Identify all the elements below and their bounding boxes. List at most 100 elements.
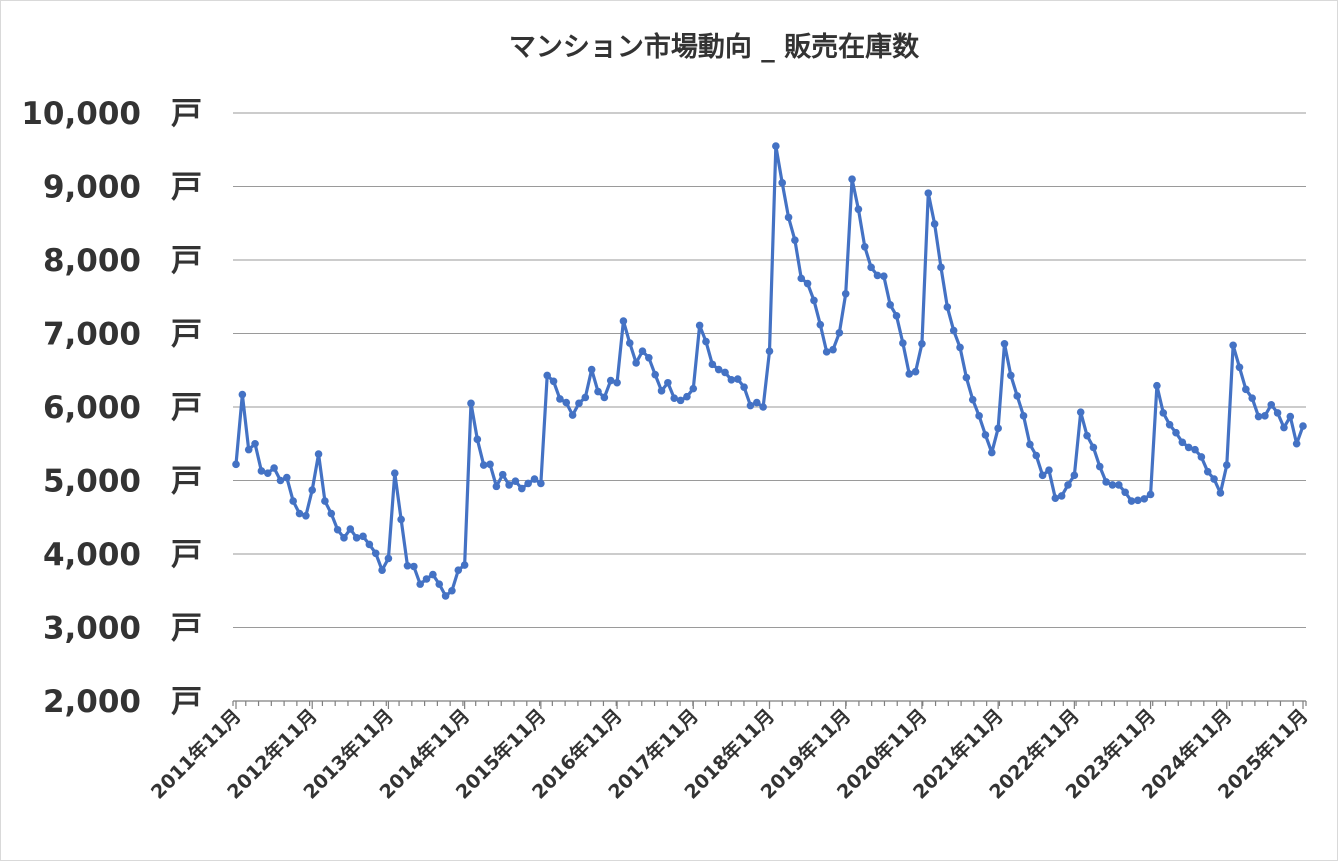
data-point <box>238 390 247 399</box>
data-point <box>1051 494 1060 502</box>
data-point <box>924 189 933 197</box>
data-point <box>302 511 310 520</box>
data-point <box>327 509 336 518</box>
data-point <box>410 562 418 571</box>
data-point <box>1273 409 1282 417</box>
data-point <box>632 359 640 367</box>
data-point <box>746 401 755 410</box>
data-point <box>1165 420 1174 429</box>
data-point <box>1127 497 1136 505</box>
data-point <box>1229 341 1237 350</box>
y-tick-unit: 戸 <box>171 611 202 647</box>
data-point <box>683 392 691 401</box>
data-point <box>994 424 1002 433</box>
data-point <box>390 469 399 477</box>
data-point <box>549 377 558 386</box>
data-point <box>657 387 666 395</box>
data-point <box>911 367 920 376</box>
data-point <box>365 540 374 549</box>
data-point <box>416 580 424 588</box>
y-tick-label: 9,000 <box>43 170 141 206</box>
data-point <box>816 320 825 329</box>
data-point <box>714 365 723 374</box>
data-point <box>1178 438 1187 447</box>
data-point <box>1222 461 1231 469</box>
data-point <box>772 142 780 150</box>
data-point <box>448 586 456 595</box>
data-point <box>854 205 863 214</box>
data-point <box>1057 492 1066 500</box>
data-point <box>1191 445 1199 454</box>
data-point <box>1261 412 1269 420</box>
data-point <box>1038 471 1047 480</box>
data-point <box>1000 339 1009 348</box>
data-point <box>1070 471 1079 480</box>
data-point <box>289 497 297 505</box>
y-tick-label: 2,000 <box>43 684 141 720</box>
data-point <box>1083 431 1091 440</box>
data-point <box>1159 409 1168 417</box>
data-point <box>1172 428 1180 437</box>
data-point <box>759 403 767 411</box>
data-point <box>645 353 653 362</box>
data-point <box>251 439 259 448</box>
data-point <box>1248 394 1256 402</box>
data-point <box>1210 475 1218 483</box>
data-point <box>378 566 386 574</box>
data-point <box>479 461 488 469</box>
data-point <box>987 448 996 457</box>
data-point <box>594 387 602 396</box>
data-point <box>664 378 672 387</box>
data-point <box>308 486 317 494</box>
data-point <box>1299 422 1307 430</box>
data-point <box>949 326 958 335</box>
data-point <box>1089 443 1098 452</box>
data-point <box>784 213 793 222</box>
data-point <box>943 303 952 311</box>
y-tick-unit: 戸 <box>171 170 202 206</box>
data-point <box>600 393 609 402</box>
data-point <box>606 376 615 385</box>
data-point <box>1153 381 1161 390</box>
data-point <box>568 411 577 419</box>
y-tick-label: 4,000 <box>43 537 141 573</box>
y-tick-label: 7,000 <box>43 317 141 353</box>
data-point <box>562 398 571 407</box>
data-point <box>1064 481 1072 489</box>
data-point <box>276 476 285 485</box>
data-point <box>429 570 437 579</box>
data-point <box>543 371 552 380</box>
data-point <box>1280 423 1288 432</box>
data-point <box>962 373 971 382</box>
data-point <box>968 395 977 404</box>
data-point <box>1026 440 1034 449</box>
data-point <box>1108 481 1117 489</box>
data-point <box>467 399 475 408</box>
data-point <box>956 343 964 352</box>
data-point <box>359 532 367 541</box>
data-point <box>702 337 710 346</box>
data-point <box>257 467 266 475</box>
chart-title: マンション市場動向 _ 販売在庫数 <box>509 31 920 63</box>
data-point <box>733 375 742 383</box>
data-point <box>670 394 679 402</box>
data-point <box>1286 412 1295 421</box>
data-point <box>835 328 844 337</box>
data-point <box>1235 363 1244 372</box>
data-point <box>867 263 875 272</box>
data-point <box>340 534 348 542</box>
data-point <box>886 301 894 309</box>
data-point <box>1019 412 1028 420</box>
data-point <box>721 368 729 377</box>
data-point <box>511 477 520 486</box>
data-point <box>860 242 869 251</box>
data-point <box>1013 392 1021 400</box>
data-point <box>803 279 812 288</box>
data-point <box>981 431 990 439</box>
data-point <box>1032 451 1041 460</box>
data-point <box>975 412 983 420</box>
data-point <box>619 317 628 325</box>
data-point <box>1146 490 1155 499</box>
data-point <box>1045 466 1053 475</box>
data-point <box>829 345 837 354</box>
